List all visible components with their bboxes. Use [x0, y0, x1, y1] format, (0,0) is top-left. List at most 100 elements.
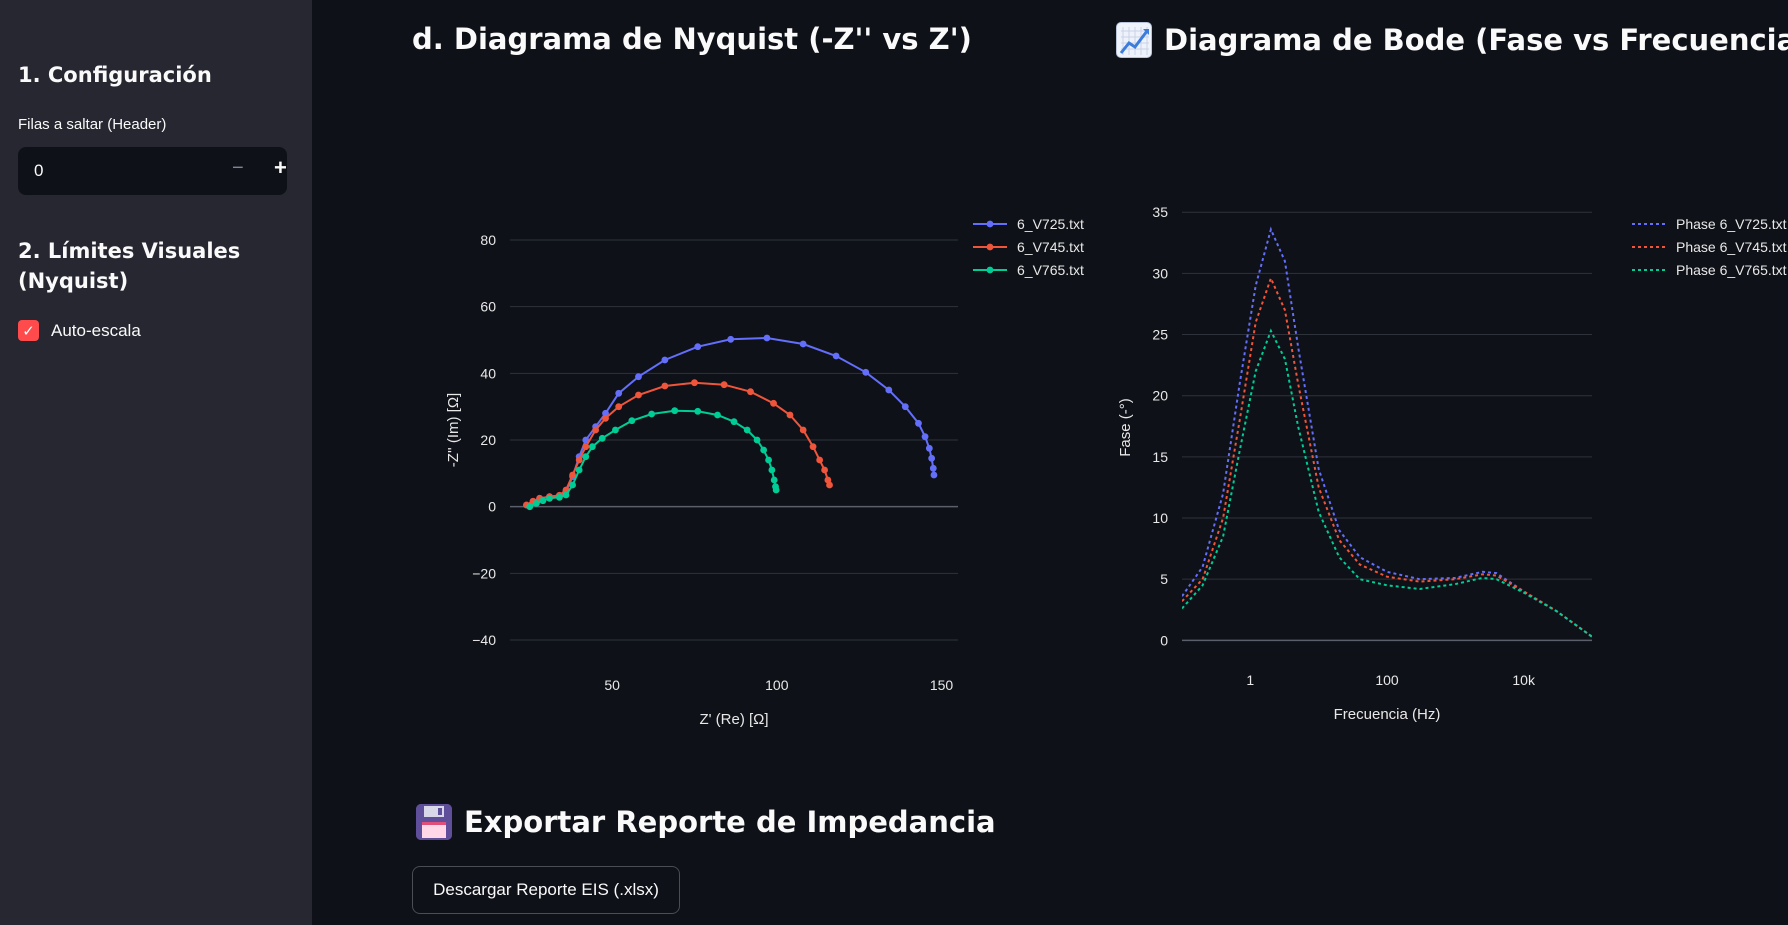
- data-point: [772, 486, 780, 494]
- data-point: [661, 382, 669, 390]
- data-point: [588, 443, 596, 451]
- export-heading-text: Exportar Reporte de Impedancia: [464, 805, 996, 839]
- series-2: [1182, 328, 1592, 638]
- bode-chart[interactable]: 0 5 10 15 20 25 30 35 1 100 10k Frecuencia (Hz) Fase…: [1100, 180, 1788, 740]
- data-point: [832, 352, 840, 360]
- data-point: [714, 411, 721, 419]
- legend-label: Phase 6_V725.txt: [1676, 216, 1787, 232]
- data-point: [925, 444, 933, 452]
- floppy-disk-icon: [416, 804, 452, 840]
- x-tick-label: 1: [1246, 672, 1254, 688]
- data-point: [915, 419, 922, 427]
- bode-heading: Diagrama de Bode (Fase vs Frecuencia): [1116, 22, 1788, 58]
- data-point: [765, 456, 772, 464]
- nyquist-chart[interactable]: −40 −20 0 20 40 60 80 50 100 150 Z' (Re) [Ω] -Z'' (…: [400, 180, 1100, 740]
- data-point: [582, 436, 590, 444]
- legend-label: 6_V745.txt: [1017, 239, 1084, 255]
- data-point: [799, 426, 807, 434]
- data-point: [635, 391, 642, 399]
- x-tick-label: 150: [930, 677, 954, 693]
- series-line: [1182, 226, 1592, 638]
- series-0: [523, 334, 938, 509]
- data-point: [615, 403, 623, 411]
- skip-rows-value[interactable]: 0: [34, 161, 44, 180]
- data-point: [556, 493, 563, 501]
- data-point: [743, 426, 751, 434]
- y-axis-label: Fase (-°): [1117, 398, 1134, 457]
- sidebar: 1. Configuración Filas a saltar (Header)…: [0, 0, 312, 925]
- data-point: [929, 464, 937, 472]
- data-point: [539, 497, 547, 505]
- y-tick-label: 0: [1160, 632, 1168, 648]
- data-point: [809, 443, 817, 451]
- autoscale-checkbox[interactable]: ✓: [18, 320, 39, 341]
- data-point: [691, 379, 698, 387]
- data-point: [770, 476, 778, 484]
- data-point: [602, 409, 609, 417]
- data-point: [582, 443, 590, 451]
- data-point: [569, 471, 576, 479]
- y-tick-label: −20: [472, 565, 496, 581]
- download-report-button[interactable]: Descargar Reporte EIS (.xlsx): [412, 866, 680, 914]
- y-tick-label: 30: [1152, 265, 1168, 281]
- data-point: [720, 381, 728, 389]
- data-point: [727, 335, 735, 343]
- y-tick-label: 20: [480, 432, 496, 448]
- data-point: [930, 471, 938, 479]
- data-point: [582, 453, 590, 461]
- data-point: [760, 446, 768, 454]
- x-tick-label: 100: [1375, 672, 1399, 688]
- decrement-button[interactable]: −: [232, 157, 244, 179]
- y-tick-label: −40: [472, 632, 496, 648]
- y-axis-label: -Z'' (Im) [Ω]: [445, 393, 462, 467]
- data-point: [635, 373, 642, 381]
- data-point: [753, 436, 761, 444]
- y-tick-label: 10: [1152, 510, 1168, 526]
- data-point: [747, 388, 754, 396]
- legend-label: 6_V725.txt: [1017, 216, 1084, 232]
- x-tick-label: 50: [604, 677, 620, 693]
- data-point: [694, 407, 702, 415]
- data-point: [569, 481, 576, 489]
- section-limites-title: 2. Límites Visuales (Nyquist): [18, 239, 241, 293]
- data-point: [821, 466, 828, 474]
- skip-rows-input[interactable]: 0 − +: [18, 147, 287, 195]
- data-point: [562, 491, 570, 499]
- section-configuracion-title: 1. Configuración: [18, 63, 212, 87]
- data-point: [546, 494, 553, 502]
- data-point: [532, 499, 540, 507]
- data-point: [615, 389, 623, 397]
- data-point: [730, 418, 738, 426]
- autoscale-checkbox-row[interactable]: ✓ Auto-escala: [18, 320, 141, 341]
- x-axis-label: Z' (Re) [Ω]: [699, 711, 768, 728]
- data-point: [602, 414, 609, 422]
- x-axis-label: Frecuencia (Hz): [1334, 706, 1441, 723]
- y-tick-label: 5: [1160, 571, 1168, 587]
- data-point: [763, 334, 771, 342]
- data-point: [885, 386, 893, 394]
- data-point: [928, 454, 936, 462]
- y-tick-label: 40: [480, 365, 496, 381]
- data-point: [786, 411, 794, 419]
- data-point: [921, 433, 929, 441]
- legend-label: 6_V765.txt: [1017, 262, 1084, 278]
- series-line: [526, 336, 935, 506]
- data-point: [862, 368, 870, 376]
- y-tick-label: 15: [1152, 449, 1168, 465]
- data-point: [575, 466, 583, 474]
- y-tick-label: 35: [1152, 204, 1168, 220]
- chart-increasing-icon: [1116, 22, 1152, 58]
- data-point: [612, 426, 619, 434]
- autoscale-label: Auto-escala: [51, 320, 141, 340]
- legend-marker: [986, 243, 994, 251]
- series-line: [1182, 328, 1592, 638]
- x-tick-label: 100: [765, 677, 789, 693]
- x-tick-label: 10k: [1512, 672, 1536, 688]
- data-point: [901, 403, 909, 411]
- data-point: [694, 343, 702, 351]
- nyquist-heading: d. Diagrama de Nyquist (-Z'' vs Z'): [412, 22, 972, 56]
- series-line: [1182, 275, 1592, 638]
- data-point: [526, 503, 534, 511]
- increment-button[interactable]: +: [274, 155, 287, 180]
- bode-heading-text: Diagrama de Bode (Fase vs Frecuencia): [1164, 23, 1788, 57]
